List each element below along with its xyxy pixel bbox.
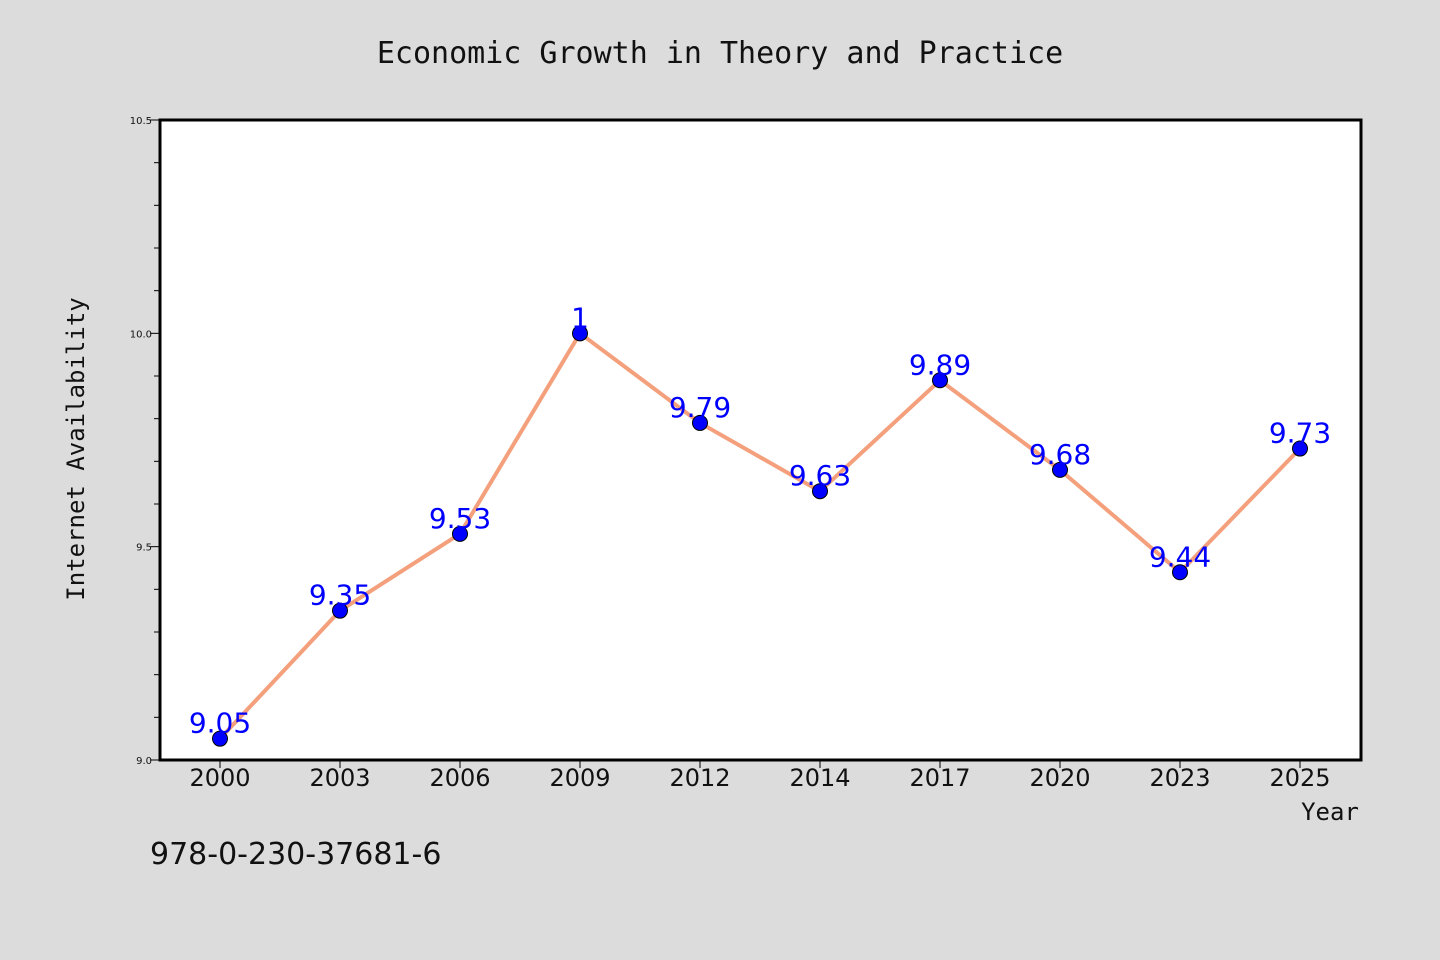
data-point-2017 <box>932 372 948 389</box>
data-label-2025: 9.73 <box>1269 417 1331 450</box>
x-tick-label: 2014 <box>789 764 850 792</box>
chart-title: Economic Growth in Theory and Practice <box>377 36 1063 71</box>
data-point-2000 <box>212 730 228 747</box>
data-label-2006: 9.53 <box>429 502 491 535</box>
x-tick-label: 2009 <box>549 764 610 792</box>
data-label-2000: 9.05 <box>189 707 251 740</box>
data-label-2023: 9.44 <box>1149 540 1211 573</box>
data-point-2020 <box>1052 461 1068 478</box>
x-tick-label: 2012 <box>669 764 730 792</box>
data-labels: 9.05 9.35 9.53 1 9.79 9.63 9.89 9.68 9.44 9.73 <box>189 301 1331 739</box>
isbn-text: 978-0-230-37681-6 <box>150 837 441 872</box>
data-point-2025 <box>1292 440 1308 457</box>
x-axis-ticks: 2000 2003 2006 2009 2012 2014 2017 2020 2023 2025 <box>189 760 1331 792</box>
data-point-2009 <box>572 325 588 342</box>
data-label-2003: 9.35 <box>309 579 371 612</box>
data-label-2017: 9.89 <box>909 348 971 381</box>
x-tick-label: 2020 <box>1029 764 1090 792</box>
y-axis-ticks: 9.0 9.5 10.0 10.5 <box>130 116 160 767</box>
x-tick-label: 2000 <box>189 764 250 792</box>
data-point-2006 <box>452 525 468 542</box>
data-label-2009: 1 <box>571 301 589 334</box>
data-point-2012 <box>692 414 708 431</box>
series-line <box>218 331 1302 741</box>
x-tick-label: 2017 <box>909 764 970 792</box>
x-tick-label: 2023 <box>1149 764 1210 792</box>
y-tick-label: 10.0 <box>130 329 152 340</box>
y-tick-label: 9.5 <box>136 543 152 554</box>
data-point-2023 <box>1172 564 1188 581</box>
x-tick-label: 2025 <box>1269 764 1330 792</box>
y-tick-label: 10.5 <box>130 116 152 127</box>
data-point-2003 <box>332 602 348 619</box>
data-label-2014: 9.63 <box>789 459 851 492</box>
data-point-2014 <box>812 483 828 500</box>
x-tick-label: 2006 <box>429 764 490 792</box>
x-axis-label: Year <box>1301 798 1359 826</box>
data-markers <box>212 325 1308 747</box>
data-label-2020: 9.68 <box>1029 438 1091 471</box>
plot-area <box>160 120 1361 760</box>
y-axis-label: Internet Availability <box>62 297 90 600</box>
y-tick-label: 9.0 <box>136 756 152 767</box>
plot-frame <box>158 118 1363 762</box>
x-tick-label: 2003 <box>309 764 370 792</box>
data-label-2012: 9.79 <box>669 391 731 424</box>
